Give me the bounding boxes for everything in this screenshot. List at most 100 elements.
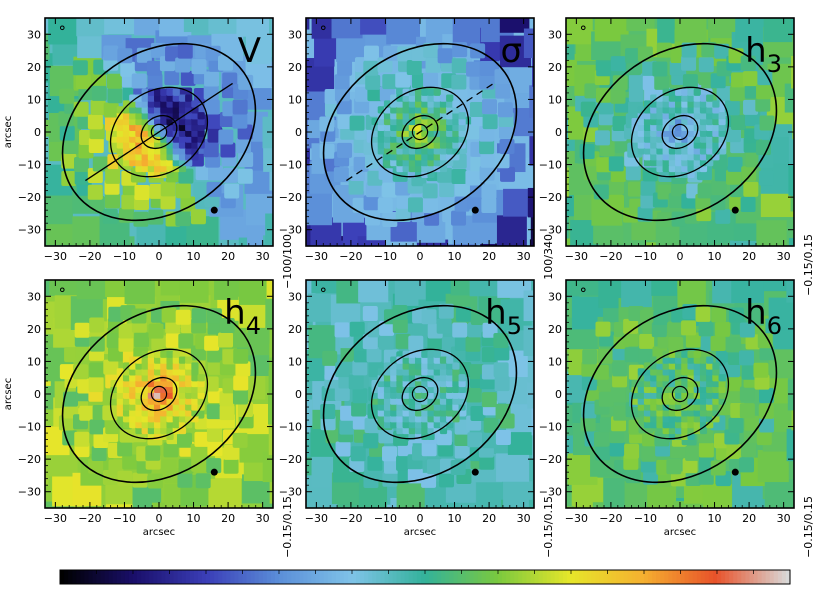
bin-cell [390, 117, 398, 126]
bin-cell [675, 368, 683, 376]
bin-cell [402, 159, 410, 167]
bin-cell [640, 193, 656, 209]
bin-cell [637, 135, 645, 143]
bin-cell [166, 94, 174, 102]
bin-cell [415, 106, 423, 114]
bin-cell [458, 374, 466, 382]
bin-cell [729, 86, 745, 102]
bin-cell [191, 123, 199, 132]
bin-cell [160, 362, 168, 370]
colorbar-segment [384, 570, 390, 584]
bin-cell [687, 147, 695, 155]
bin-cell [706, 123, 714, 132]
bin-cell [718, 391, 726, 399]
bin-cell [650, 106, 658, 114]
bin-cell [73, 157, 89, 173]
bin-cell [223, 444, 239, 460]
bin-cell [436, 430, 452, 446]
bin-cell [178, 153, 187, 161]
bin-cell [651, 280, 684, 296]
bin-cell [758, 403, 774, 419]
bin-cell [470, 405, 486, 421]
bin-cell [166, 362, 174, 370]
bin-cell [656, 123, 664, 132]
bin-cell [122, 409, 131, 417]
isophote-contour [140, 376, 178, 412]
x-tick-label: 10 [187, 250, 201, 263]
voronoi-cells [306, 18, 534, 246]
bin-cell [129, 129, 137, 137]
bin-cell [129, 117, 137, 126]
bin-cell [650, 403, 658, 411]
bin-cell [185, 374, 193, 382]
bin-cell [415, 379, 423, 388]
bin-cell [402, 362, 410, 370]
x-tick-label: −30 [565, 250, 588, 263]
bin-cell [160, 147, 168, 155]
colorbar-segment [429, 570, 434, 584]
bin-cell [693, 159, 701, 167]
bin-cell [650, 123, 658, 132]
bin-cell [687, 421, 695, 429]
bin-cell [72, 216, 103, 246]
bin-cell [439, 409, 448, 417]
bin-cell [662, 135, 670, 143]
bin-cell [91, 445, 107, 461]
bin-cell [662, 112, 670, 120]
bin-cell [166, 106, 174, 114]
bin-cell [396, 159, 404, 167]
bin-cell [427, 94, 435, 102]
bin-cell [172, 106, 180, 114]
bin-cell [415, 421, 423, 429]
bin-cell [353, 156, 369, 172]
bin-cell [232, 99, 248, 115]
isophote-contour [582, 304, 778, 484]
bin-cell [191, 368, 199, 376]
bin-cell [699, 415, 708, 423]
masked-star [59, 287, 65, 293]
bin-cell [421, 309, 437, 325]
bin-cell [306, 427, 315, 458]
bin-cell [656, 374, 664, 382]
bin-cell [423, 42, 439, 58]
bin-cell [433, 379, 441, 388]
bin-cell [355, 86, 371, 102]
bin-cell [439, 117, 448, 126]
bin-cell [566, 165, 570, 198]
bin-cell [682, 74, 698, 90]
isophote-contour [582, 42, 778, 222]
bin-cell [433, 100, 441, 108]
bin-cell [739, 322, 755, 338]
x-tick-label: 10 [708, 512, 722, 525]
colorbar-segment [700, 570, 706, 584]
bin-cell [129, 153, 137, 161]
bin-cell [166, 164, 174, 173]
bin-cell [458, 379, 466, 388]
bin-cell [360, 18, 392, 35]
bin-cell [108, 306, 124, 322]
bin-cell [396, 356, 404, 364]
bin-cell [395, 333, 411, 349]
bin-cell [386, 18, 420, 45]
bin-cell [671, 211, 687, 227]
bin-cell [612, 115, 628, 131]
colorbar-segment [319, 570, 325, 584]
colorbar-segment [461, 570, 467, 584]
y-tick-label: −20 [539, 191, 562, 204]
bin-cell [233, 348, 249, 364]
bin-cell [681, 100, 689, 108]
bin-cell [333, 167, 349, 183]
x-tick-label: −10 [634, 250, 657, 263]
bin-cell [670, 471, 686, 487]
bin-cell [670, 181, 686, 197]
colorbar-segment [279, 570, 284, 584]
colorbar-segment [400, 570, 406, 584]
colorbar-segment [721, 570, 726, 584]
bin-cell [706, 374, 714, 382]
bin-cell [681, 88, 689, 96]
bin-cell [204, 71, 220, 87]
bin-cell [147, 421, 155, 429]
bin-cell [415, 415, 423, 423]
bin-cell [439, 374, 448, 382]
bin-cell [185, 123, 193, 132]
